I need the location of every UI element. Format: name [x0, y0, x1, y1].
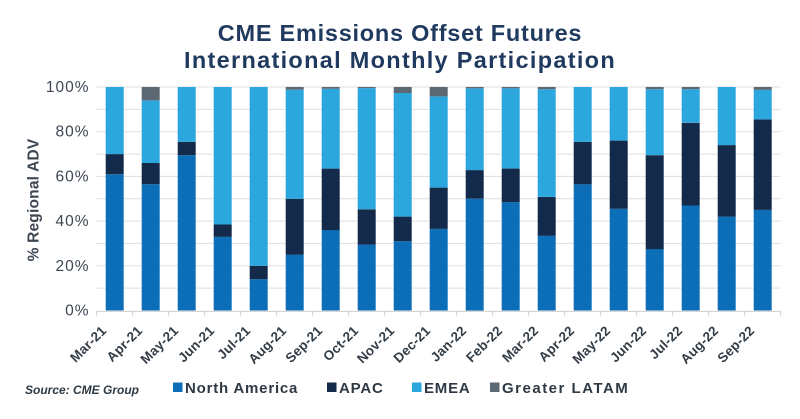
svg-text:EMEA: EMEA: [424, 380, 471, 397]
svg-text:Source: CME Group: Source: CME Group: [25, 383, 139, 397]
svg-text:0%: 0%: [65, 303, 89, 320]
svg-text:80%: 80%: [55, 124, 89, 141]
svg-text:100%: 100%: [46, 79, 90, 96]
svg-text:CME Emissions Offset Futures: CME Emissions Offset Futures: [218, 20, 582, 46]
svg-text:APAC: APAC: [339, 380, 384, 397]
svg-text:International Monthly Particip: International Monthly Participation: [184, 47, 616, 73]
svg-text:Greater LATAM: Greater LATAM: [502, 380, 629, 397]
svg-text:% Regional ADV: % Regional ADV: [26, 138, 43, 261]
svg-text:20%: 20%: [55, 258, 89, 275]
svg-text:North America: North America: [185, 380, 298, 397]
svg-text:40%: 40%: [55, 213, 89, 230]
svg-text:60%: 60%: [55, 168, 89, 185]
